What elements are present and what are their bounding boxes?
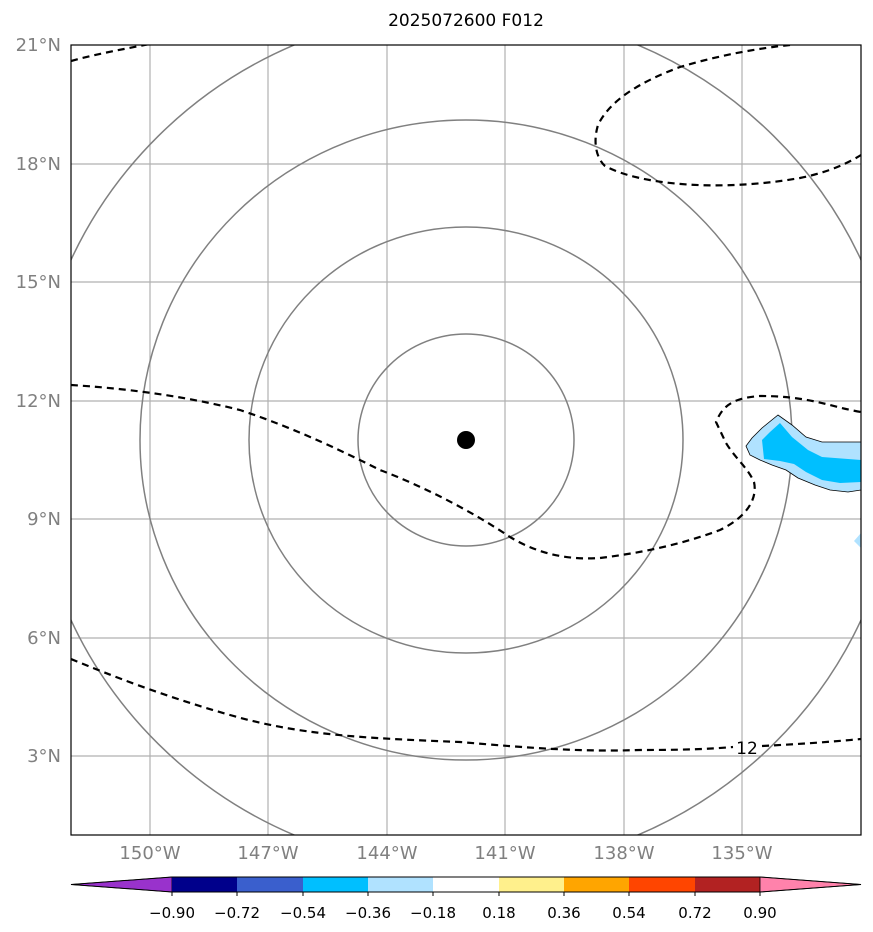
lat-tick-label: 15°N <box>16 272 61 293</box>
lon-tick-label: 150°W <box>119 843 180 864</box>
longitude-labels: 150°W 147°W 144°W 141°W 138°W 135°W <box>119 843 772 864</box>
latitude-labels: 21°N 18°N 15°N 12°N 9°N 6°N 3°N <box>16 35 61 767</box>
map-frame <box>70 44 862 836</box>
lon-tick-label: 135°W <box>711 843 772 864</box>
colorbar-tick-label: 0.18 <box>482 904 515 922</box>
range-ring <box>357 333 575 547</box>
colorbar-labels: −0.90 −0.72 −0.54 −0.36 −0.18 0.18 0.36 0.54 0.7… <box>149 892 777 922</box>
lat-tick-label: 9°N <box>27 509 61 530</box>
colorbar <box>70 876 862 893</box>
colorbar-extend-low <box>70 876 173 893</box>
colorbar-tick-label: −0.18 <box>410 904 456 922</box>
colorbar-tick-label: −0.54 <box>280 904 326 922</box>
contour-line-bottom <box>71 657 861 752</box>
colorbar-segment <box>433 877 499 892</box>
lat-tick-label: 21°N <box>16 35 61 56</box>
colorbar-segment <box>303 877 368 892</box>
contour-line-middle <box>71 383 861 560</box>
colorbar-tick-label: 0.54 <box>612 904 645 922</box>
colorbar-segment <box>564 877 629 892</box>
colorbar-tick-label: 0.72 <box>678 904 711 922</box>
colorbar-extend-high <box>759 876 862 893</box>
colorbar-segment <box>629 877 695 892</box>
lon-tick-label: 141°W <box>474 843 535 864</box>
lon-tick-label: 147°W <box>237 843 298 864</box>
lat-tick-label: 18°N <box>16 154 61 175</box>
colorbar-tick-label: 0.36 <box>547 904 580 922</box>
colorbar-segment <box>499 877 564 892</box>
lon-tick-label: 138°W <box>593 843 654 864</box>
lon-tick-label: 144°W <box>356 843 417 864</box>
figure-title: 2025072600 F012 <box>388 11 544 31</box>
lat-tick-label: 3°N <box>27 746 61 767</box>
colorbar-tick-label: −0.72 <box>214 904 260 922</box>
shaded-anomaly-region <box>745 414 861 548</box>
contour-line-top-right <box>594 45 861 187</box>
colorbar-tick-label: −0.90 <box>149 904 195 922</box>
storm-center-marker <box>457 431 475 449</box>
lat-tick-label: 6°N <box>27 628 61 649</box>
colorbar-segment <box>172 877 237 892</box>
colorbar-tick-label: −0.36 <box>345 904 391 922</box>
colorbar-segment <box>237 877 303 892</box>
colorbar-segment <box>368 877 433 892</box>
lat-tick-label: 12°N <box>16 391 61 412</box>
range-ring <box>248 226 684 654</box>
colorbar-tick-label: 0.90 <box>743 904 776 922</box>
shaded-edge-fragment <box>854 533 861 548</box>
contour-value-label: 12 <box>736 739 758 759</box>
colorbar-segment <box>695 877 760 892</box>
dashed-contours <box>71 45 861 752</box>
